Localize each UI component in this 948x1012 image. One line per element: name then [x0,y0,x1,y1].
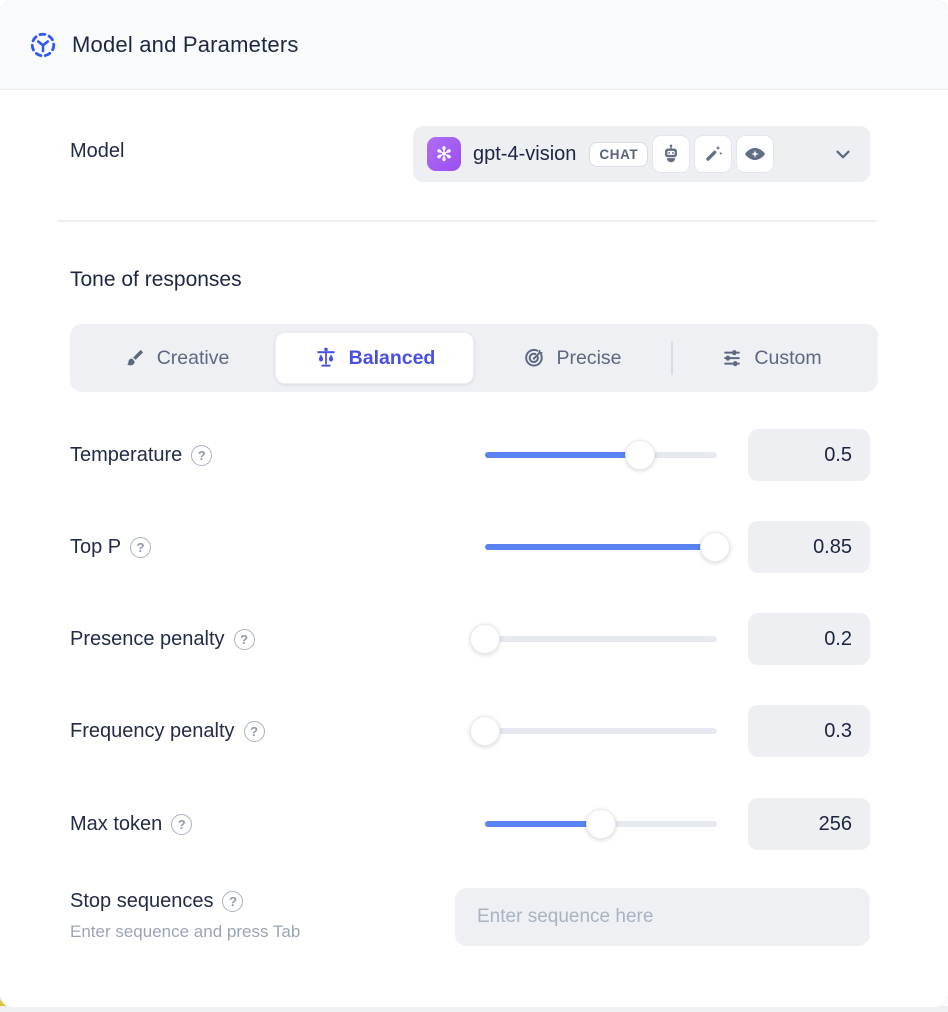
segment-divider [671,341,673,375]
temperature-value[interactable]: 0.5 [748,429,870,481]
tone-option-creative[interactable]: Creative [78,332,275,384]
tone-option-precise[interactable]: Precise [474,332,671,384]
param-row-presence-penalty: Presence penalty ? 0.2 [70,613,870,665]
help-icon[interactable]: ? [243,720,265,742]
slider-fill [485,544,715,550]
slider-thumb[interactable] [586,809,616,839]
model-icon [28,30,58,60]
stop-sequences-label: Stop sequences [70,890,214,912]
param-row-temperature: Temperature ? 0.5 [70,429,870,481]
help-icon[interactable]: ? [171,813,193,835]
slider-thumb[interactable] [699,532,730,562]
paintbrush-icon [124,347,146,369]
slider-track [485,636,717,642]
vision-eye-icon [736,135,775,173]
temperature-slider[interactable] [485,429,717,481]
frequency-penalty-value[interactable]: 0.3 [748,705,870,757]
param-row-top-p: Top P ? 0.85 [70,521,870,573]
stop-sequence-input[interactable] [455,888,870,946]
param-label: Top P [70,535,122,558]
tone-option-label: Creative [156,346,230,369]
target-icon [523,347,545,369]
model-label: Model [70,140,125,162]
sliders-icon [721,347,743,369]
slider-fill [485,452,641,458]
openai-logo-icon: ✻ [427,137,461,171]
stop-sequences-row: Stop sequences ? Enter sequence and pres… [70,880,870,950]
param-row-frequency-penalty: Frequency penalty ? 0.3 [70,705,870,757]
param-label: Max token [70,812,163,835]
top-p-value[interactable]: 0.85 [748,521,870,573]
max-token-value[interactable]: 256 [748,798,870,850]
stop-sequences-labels: Stop sequences ? Enter sequence and pres… [70,890,300,942]
presence-penalty-value[interactable]: 0.2 [748,613,870,665]
slider-track [485,728,717,734]
tone-option-balanced[interactable]: Balanced [275,332,474,384]
help-icon[interactable]: ? [191,444,213,466]
balance-scale-icon [314,346,338,370]
slider-fill [485,821,601,827]
tone-segmented-control: Creative Balanced [70,324,878,392]
chevron-down-icon [832,143,854,165]
param-label: Presence penalty [70,627,225,650]
model-select-dropdown[interactable]: ✻ gpt-4-vision CHAT [413,126,870,182]
tone-option-label: Precise [556,346,622,369]
tone-option-custom[interactable]: Custom [673,332,870,384]
help-icon[interactable]: ? [233,628,255,650]
slider-thumb[interactable] [625,440,656,470]
page-title: Model and Parameters [72,31,299,57]
param-row-max-token: Max token ? 256 [70,798,870,850]
frequency-penalty-slider[interactable] [470,705,717,757]
robot-icon [652,135,691,173]
param-label: Temperature [70,443,183,466]
param-label: Frequency penalty [70,719,235,742]
slider-thumb[interactable] [470,716,500,746]
top-p-slider[interactable] [485,521,730,573]
background-strip [0,1006,948,1012]
model-type-badge: CHAT [589,141,649,167]
selected-model-name: gpt-4-vision [473,142,577,165]
section-header: Model and Parameters [0,0,948,90]
presence-penalty-slider[interactable] [470,613,717,665]
magic-wand-icon [694,135,733,173]
slider-thumb[interactable] [470,624,500,654]
section-divider [57,220,876,222]
help-icon[interactable]: ? [222,891,244,912]
stop-sequences-hint: Enter sequence and press Tab [70,922,301,941]
tone-option-label: Balanced [348,346,436,369]
max-token-slider[interactable] [485,798,717,850]
tone-option-label: Custom [754,346,822,369]
help-icon[interactable]: ? [130,536,152,558]
tone-section-title: Tone of responses [70,268,242,291]
